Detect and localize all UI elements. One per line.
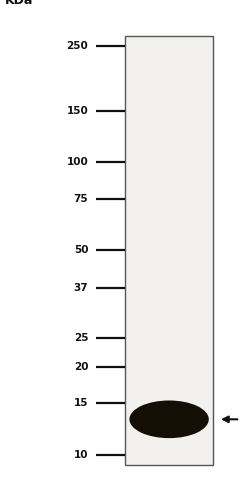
Text: 50: 50	[74, 245, 88, 255]
Bar	[125, 36, 213, 465]
Text: KDa: KDa	[5, 0, 33, 8]
Text: 25: 25	[74, 333, 88, 343]
Text: 75: 75	[74, 193, 88, 204]
Text: 10: 10	[74, 450, 88, 459]
Text: 100: 100	[66, 157, 88, 167]
Text: 15: 15	[74, 398, 88, 408]
Text: 37: 37	[74, 283, 88, 293]
Text: 150: 150	[66, 106, 88, 116]
Ellipse shape	[130, 400, 209, 438]
Text: 250: 250	[66, 41, 88, 51]
Text: 20: 20	[74, 361, 88, 372]
